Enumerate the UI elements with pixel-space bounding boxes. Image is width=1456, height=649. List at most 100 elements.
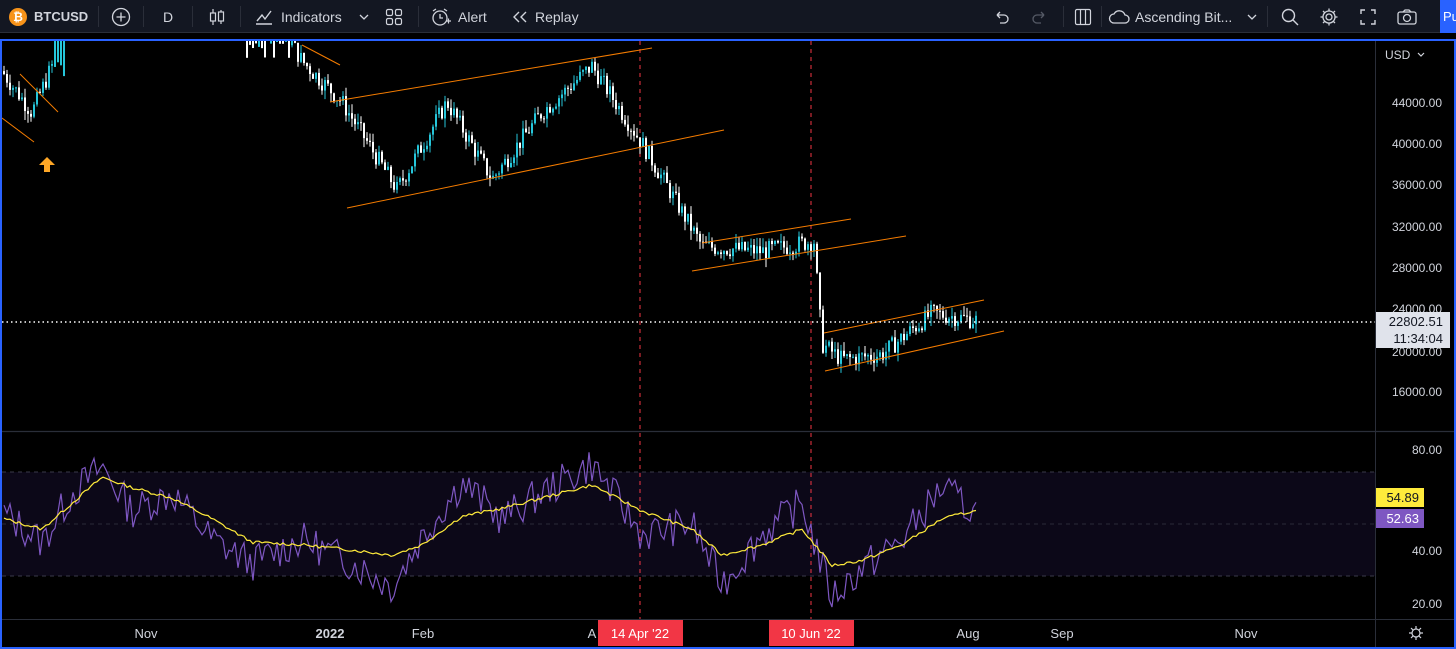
candle-body (723, 251, 725, 254)
candle-body (432, 126, 434, 135)
candle-body (564, 87, 566, 95)
time-axis[interactable]: Nov 2022 Feb A Aug Sep Nov 14 Apr '22 10… (134, 620, 1423, 646)
currency-label[interactable]: USD (1385, 48, 1411, 62)
candle-body (807, 244, 809, 250)
templates-button[interactable] (384, 0, 404, 33)
fullscreen-icon (1360, 8, 1376, 25)
candle-body (621, 105, 623, 120)
candle-body (795, 251, 797, 255)
candle-body (615, 99, 617, 110)
candle-body (492, 175, 494, 179)
candle-body (960, 314, 962, 322)
candle-body (276, 41, 278, 42)
search-button[interactable] (1280, 0, 1300, 33)
chart-type-button[interactable] (207, 0, 227, 33)
candle-body (669, 183, 671, 199)
candle-body (603, 75, 605, 77)
snapshot-button[interactable] (1396, 0, 1418, 33)
candle-body (528, 132, 530, 134)
fullscreen-button[interactable] (1358, 0, 1378, 33)
candle-body (60, 41, 62, 66)
candle-body (885, 351, 887, 360)
candle-body (495, 174, 497, 176)
candle-body (681, 206, 683, 213)
candle-body (252, 41, 254, 49)
publish-button[interactable]: Pu (1440, 0, 1456, 33)
candle-body (684, 206, 686, 222)
date-marker-tag (598, 620, 683, 646)
candle-body (594, 61, 596, 71)
divider (1101, 6, 1102, 27)
candle-body (678, 192, 680, 213)
candle-body (732, 248, 734, 257)
interval-button[interactable]: D (163, 0, 173, 33)
alert-button[interactable]: Alert (430, 0, 487, 33)
candle-body (468, 135, 470, 142)
trendline (824, 330, 1005, 372)
axis-settings-icon[interactable] (1409, 626, 1423, 640)
layout-button[interactable] (1073, 0, 1093, 33)
candle-body (300, 52, 302, 62)
candle-body (873, 359, 875, 363)
candle-body (591, 61, 593, 73)
candle-body (600, 76, 602, 85)
candle-body (972, 324, 974, 328)
candle-body (957, 321, 959, 326)
replay-button[interactable]: Replay (510, 0, 579, 33)
rsi-axis[interactable]: 80.00 40.00 20.00 54.89 52.63 (1376, 443, 1442, 611)
candle-body (897, 341, 899, 353)
compare-button[interactable] (111, 0, 131, 33)
candle-body (894, 337, 896, 353)
candle-body (624, 119, 626, 125)
chart-pane[interactable]: USD 44000.00 40000.00 36000.00 32000.00 … (0, 39, 1456, 649)
price-axis[interactable]: USD 44000.00 40000.00 36000.00 32000.00 … (1376, 48, 1450, 399)
candle-body (36, 91, 38, 105)
candle-body (339, 100, 341, 102)
rewind-icon (513, 11, 527, 22)
settings-button[interactable] (1319, 0, 1339, 33)
candle-body (444, 101, 446, 119)
candle-body (888, 340, 890, 352)
candle-body (846, 354, 848, 356)
top-toolbar: ₿ BTCUSD D Indicators Alert Replay (0, 0, 1456, 33)
candle-body (768, 240, 770, 259)
indicators-dropdown[interactable] (358, 0, 370, 33)
layout-name-button[interactable]: Ascending Bit... (1108, 0, 1232, 33)
candle-body (261, 41, 263, 49)
rsi-tick: 20.00 (1412, 597, 1442, 611)
candle-body (312, 74, 314, 79)
candle-body (387, 166, 389, 170)
candle-body (372, 141, 374, 153)
undo-button[interactable] (992, 0, 1010, 33)
candle-body (498, 173, 500, 175)
arrow-up-icon (39, 157, 55, 172)
candle-body (837, 349, 839, 364)
redo-button[interactable] (1031, 0, 1049, 33)
layout-dropdown[interactable] (1246, 0, 1258, 33)
candle-body (642, 138, 644, 147)
candle-body (702, 241, 704, 243)
chart-canvas[interactable]: USD 44000.00 40000.00 36000.00 32000.00 … (2, 41, 1454, 647)
candle-body (510, 163, 512, 168)
symbol-search[interactable]: ₿ BTCUSD (8, 0, 88, 33)
candle-body (753, 245, 755, 254)
candle-body (360, 122, 362, 124)
candle-body (804, 238, 806, 250)
candle-body (906, 333, 908, 341)
time-label: Nov (1234, 626, 1258, 641)
date-marker-tag (769, 620, 854, 646)
indicators-button[interactable]: Indicators (254, 0, 342, 33)
candle-body (396, 181, 398, 190)
candle-body (963, 314, 965, 316)
candle-body (762, 247, 764, 254)
plus-circle-icon (111, 7, 131, 26)
candle-body (840, 350, 842, 364)
candle-body (951, 316, 953, 319)
candle-body (423, 149, 425, 153)
candle-body (465, 132, 467, 142)
candle-body (660, 174, 662, 179)
candle-body (558, 98, 560, 107)
candle-body (756, 246, 758, 254)
price-tick: 20000.00 (1392, 345, 1442, 359)
candle-body (945, 317, 947, 323)
